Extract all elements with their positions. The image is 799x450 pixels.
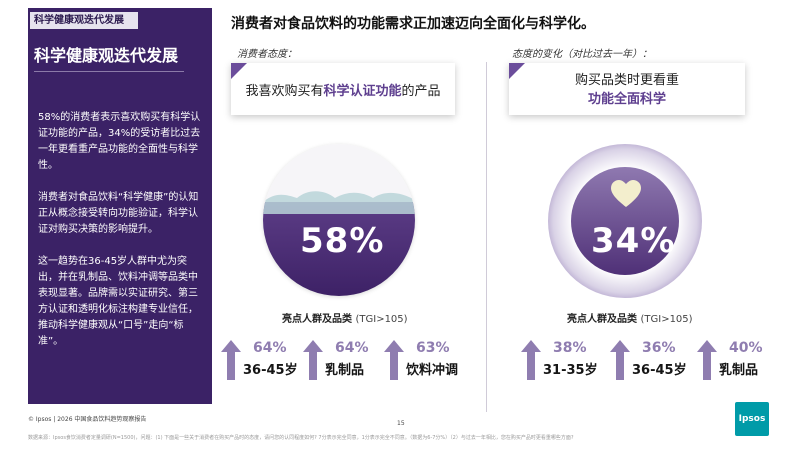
stat-label: 乳制品 bbox=[325, 363, 365, 378]
up-arrow-icon bbox=[384, 340, 404, 380]
up-arrow-icon bbox=[521, 340, 541, 380]
stat-percent: 40% bbox=[729, 340, 763, 356]
page-headline: 消费者对食品饮料的功能需求正加速迈向全面化与科学化。 bbox=[231, 16, 595, 32]
copyright: © Ipsos | 2026 中国食品饮料趋势观察报告 bbox=[28, 416, 147, 423]
sidebar-panel bbox=[28, 8, 212, 404]
stat-percent: 36% bbox=[642, 340, 676, 356]
stat-label: 36-45岁 bbox=[243, 363, 298, 378]
up-arrow-icon bbox=[303, 340, 323, 380]
panel-divider bbox=[34, 71, 184, 72]
stat-percent: 64% bbox=[253, 340, 287, 356]
up-arrow-icon bbox=[221, 340, 241, 380]
section-tag: 科学健康观迭代发展 bbox=[30, 12, 138, 29]
stat-label: 36-45岁 bbox=[632, 363, 687, 378]
stat-percent: 63% bbox=[416, 340, 450, 356]
highlight-title-left: 亮点人群及品类 (TGI>105) bbox=[282, 314, 408, 325]
panel-paragraph-1: 58%的消费者表示喜欢购买有科学认证功能的产品，34%的受访者比过去一年更看重产… bbox=[38, 112, 201, 171]
cloud-wave-icon bbox=[263, 191, 415, 214]
change-statement-box: 购买品类时更看重 功能全面科学 bbox=[509, 63, 745, 115]
column-divider bbox=[486, 62, 487, 412]
percent-value-left: 58% bbox=[300, 221, 385, 261]
up-arrow-icon bbox=[610, 340, 630, 380]
panel-title: 科学健康观迭代发展 bbox=[34, 46, 179, 65]
percent-value-right: 34% bbox=[591, 221, 676, 261]
heart-icon bbox=[611, 180, 641, 207]
corner-accent bbox=[231, 63, 247, 79]
ipsos-logo: Ipsos bbox=[735, 402, 769, 436]
source-footnote: 数据来源：Ipsos食饮消费者定量调研(N=1500)，问题：(1) 下面是一些… bbox=[28, 435, 574, 441]
stat-label: 饮料冲调 bbox=[406, 363, 459, 378]
stat-percent: 38% bbox=[553, 340, 587, 356]
change-statement-line1: 购买品类时更看重 bbox=[574, 73, 679, 88]
corner-accent bbox=[509, 63, 525, 79]
panel-paragraph-3: 这一趋势在36-45岁人群中尤为突出，并在乳制品、饮料冲调等品类中表现显著。品牌… bbox=[38, 256, 198, 347]
attitude-statement: 我喜欢购买有科学认证功能的产品 bbox=[245, 84, 441, 99]
percent-circle-58 bbox=[263, 144, 415, 296]
highlight-title-right: 亮点人群及品类 (TGI>105) bbox=[567, 314, 693, 325]
attitude-label: 消费者态度： bbox=[237, 49, 297, 60]
page-number: 15 bbox=[397, 420, 405, 427]
change-statement-line2: 功能全面科学 bbox=[587, 92, 666, 107]
panel-paragraph-2: 消费者对食品饮料“科学健康”的认知正从概念接受转向功能验证，科学认证对购买决策的… bbox=[38, 192, 199, 235]
change-label: 态度的变化（对比过去一年）： bbox=[512, 49, 652, 60]
stat-label: 乳制品 bbox=[719, 363, 759, 378]
stat-label: 31-35岁 bbox=[543, 363, 598, 378]
up-arrow-icon bbox=[697, 340, 717, 380]
stat-percent: 64% bbox=[335, 340, 369, 356]
attitude-statement-box: 我喜欢购买有科学认证功能的产品 bbox=[231, 63, 455, 115]
